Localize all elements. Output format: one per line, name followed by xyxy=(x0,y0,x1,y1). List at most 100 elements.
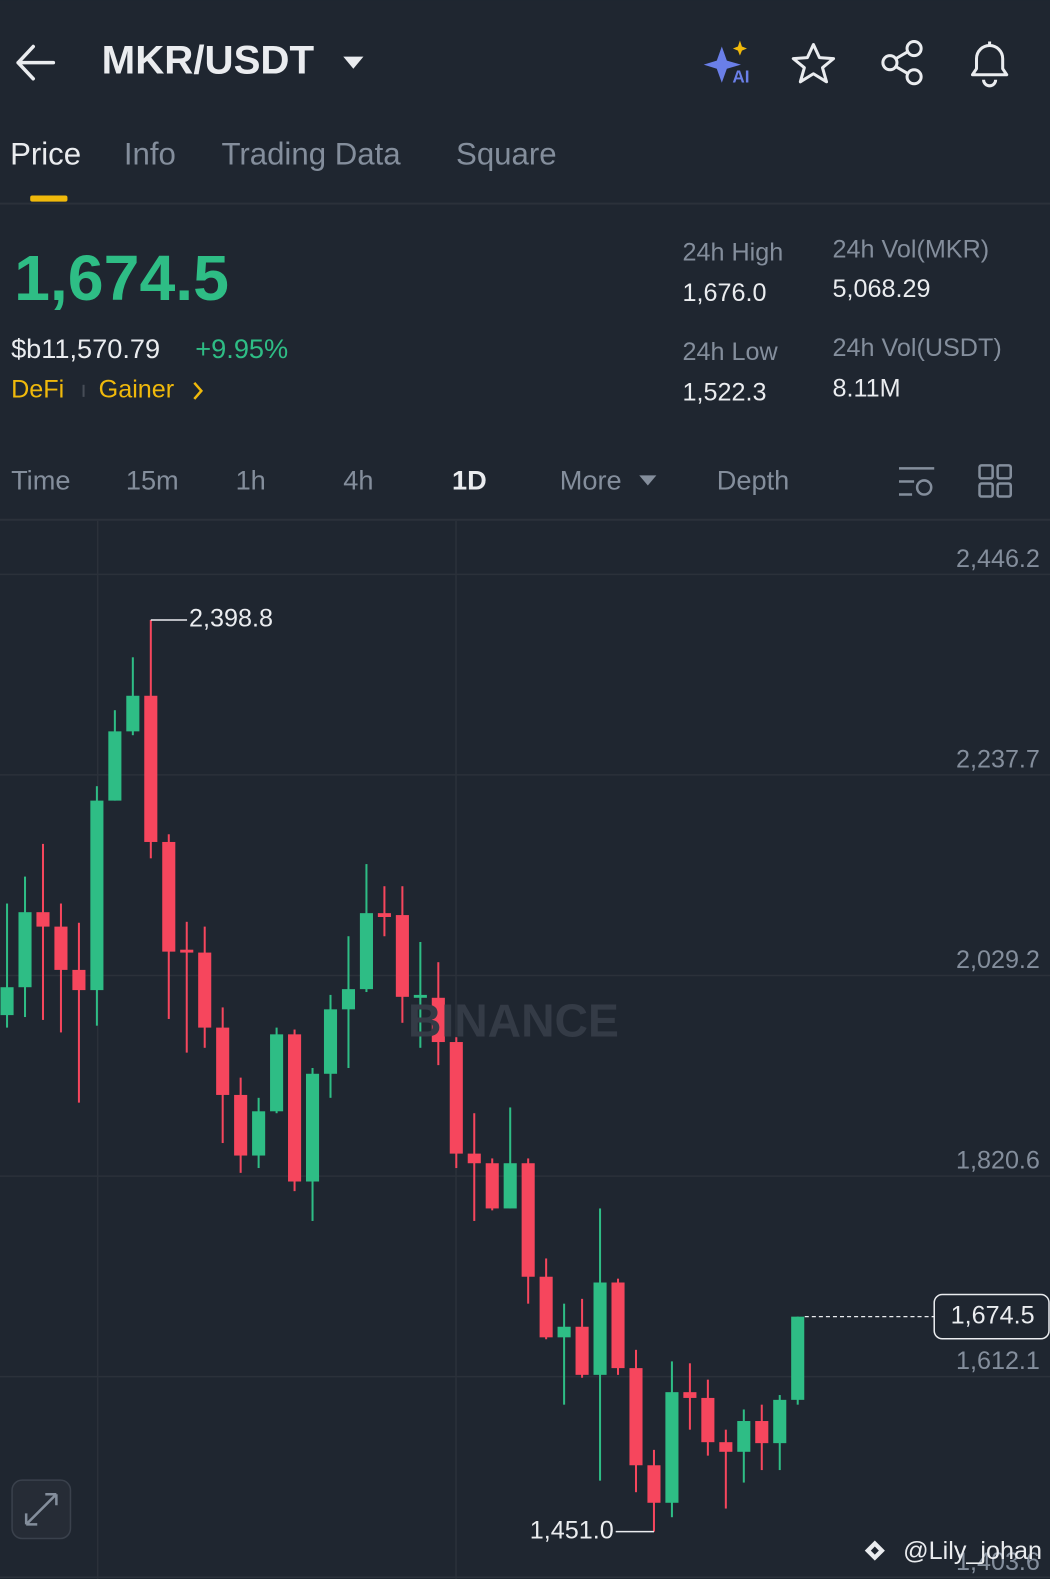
credit: @Lily_johan xyxy=(903,1537,1042,1565)
candle-wick xyxy=(724,1429,727,1509)
candle-body xyxy=(108,731,122,801)
candle-body xyxy=(431,997,445,1043)
candle-wick xyxy=(185,921,188,1053)
candle-body xyxy=(90,800,104,991)
indicator-settings[interactable] xyxy=(898,467,935,496)
tab[interactable]: Trading Data xyxy=(221,137,401,172)
candle-body xyxy=(341,989,356,1010)
y-tick-label: 1,820.6 xyxy=(956,1147,1040,1175)
candle-body xyxy=(234,1094,248,1156)
candle-body xyxy=(755,1421,769,1444)
watermark: BINANCE xyxy=(408,994,619,1046)
candle-body xyxy=(180,949,194,953)
candle-body xyxy=(737,1421,751,1452)
candle-body xyxy=(593,1282,607,1375)
stat-label: 24h Vol(MKR) xyxy=(833,236,990,264)
pair-dropdown[interactable] xyxy=(343,56,364,69)
back-button[interactable] xyxy=(16,44,56,81)
last-price-label: 1,674.5 xyxy=(951,1301,1035,1329)
candle-body xyxy=(305,1073,320,1182)
candle-body xyxy=(665,1392,679,1503)
stat-label: 24h Low xyxy=(683,338,779,366)
y-tick-label: 2,446.2 xyxy=(956,545,1040,573)
interval[interactable]: 1h xyxy=(236,465,266,496)
candle-wick xyxy=(473,1113,476,1221)
candle-body xyxy=(216,1027,230,1095)
candle-wick xyxy=(509,1107,512,1209)
candle-body xyxy=(449,1042,463,1154)
candle-body xyxy=(719,1442,733,1452)
candle-body xyxy=(270,1034,284,1112)
candle-body xyxy=(36,912,50,927)
low-label: 1,451.0 xyxy=(530,1516,614,1544)
y-tick-label: 2,237.7 xyxy=(956,745,1040,773)
stat-label: 24h Vol(USDT) xyxy=(833,334,1002,362)
candle-body xyxy=(773,1399,787,1444)
ai-label: AI xyxy=(732,67,749,86)
tab[interactable]: Info xyxy=(124,137,176,172)
candle-body xyxy=(144,695,158,842)
credit-icon xyxy=(864,1540,885,1561)
candle-body xyxy=(18,912,32,988)
candle-body xyxy=(323,1009,338,1074)
interval[interactable]: Time xyxy=(11,465,70,496)
candle-body xyxy=(611,1282,625,1369)
candle-body xyxy=(467,1153,481,1164)
interval-active[interactable]: 1D xyxy=(452,465,487,496)
candle-body xyxy=(377,913,391,917)
tab-indicator xyxy=(30,195,68,202)
more-caret xyxy=(639,475,657,486)
tag[interactable]: DeFi xyxy=(11,375,64,403)
high-label: 2,398.8 xyxy=(189,605,273,633)
interval[interactable]: Depth xyxy=(717,465,790,496)
candlestick-chart: 2,446.2 2,237.7 2,029.2 1,820.6 1,612.1 1,403… xyxy=(0,520,1050,1579)
candle-body xyxy=(701,1397,715,1443)
candle-wick xyxy=(383,886,386,937)
candle-body xyxy=(126,695,140,732)
price-change: +9.95% xyxy=(195,333,288,364)
share-button[interactable] xyxy=(881,40,923,86)
stat-value: 1,522.3 xyxy=(683,379,767,407)
alert-button[interactable] xyxy=(970,41,1009,88)
candle-wick xyxy=(563,1303,566,1405)
candle-body xyxy=(288,1034,302,1182)
candle-body xyxy=(503,1163,517,1209)
candle-body xyxy=(683,1392,697,1398)
ai-button[interactable]: AI xyxy=(703,40,750,87)
favorite-button[interactable] xyxy=(791,43,836,84)
interval[interactable]: More xyxy=(560,465,622,496)
y-tick-label: 2,029.2 xyxy=(956,946,1040,974)
tab[interactable]: Price xyxy=(10,137,81,172)
fiat-price: $b11,570.79 xyxy=(11,333,160,364)
stat-label: 24h High xyxy=(683,239,784,267)
candle-body xyxy=(539,1276,553,1338)
last-price: 1,674.5 xyxy=(14,242,229,314)
candle-body xyxy=(54,926,68,970)
interval[interactable]: 15m xyxy=(126,465,179,496)
expand-button[interactable] xyxy=(11,1479,72,1540)
candle-body xyxy=(629,1368,643,1466)
candle-body xyxy=(162,841,176,952)
tab[interactable]: Square xyxy=(456,137,557,172)
interval[interactable]: 4h xyxy=(343,465,373,496)
candle-body xyxy=(198,952,212,1028)
layout-button[interactable] xyxy=(978,464,1012,498)
candle-body xyxy=(647,1465,661,1503)
stat-value: 8.11M xyxy=(833,374,901,402)
candle-body xyxy=(557,1326,571,1338)
stat-value: 1,676.0 xyxy=(683,279,767,307)
candle-body xyxy=(575,1326,589,1375)
candle-body xyxy=(791,1316,805,1400)
candle-body xyxy=(395,915,409,997)
tag[interactable]: Gainer xyxy=(99,375,175,403)
y-tick-label: 1,612.1 xyxy=(956,1347,1040,1375)
last-price-box xyxy=(933,1293,1050,1340)
tag-chevron xyxy=(193,381,204,400)
candle-body xyxy=(485,1163,499,1209)
pair-title[interactable]: MKR/USDT xyxy=(102,37,315,82)
stat-value: 5,068.29 xyxy=(833,275,931,303)
candle-body xyxy=(413,994,427,998)
